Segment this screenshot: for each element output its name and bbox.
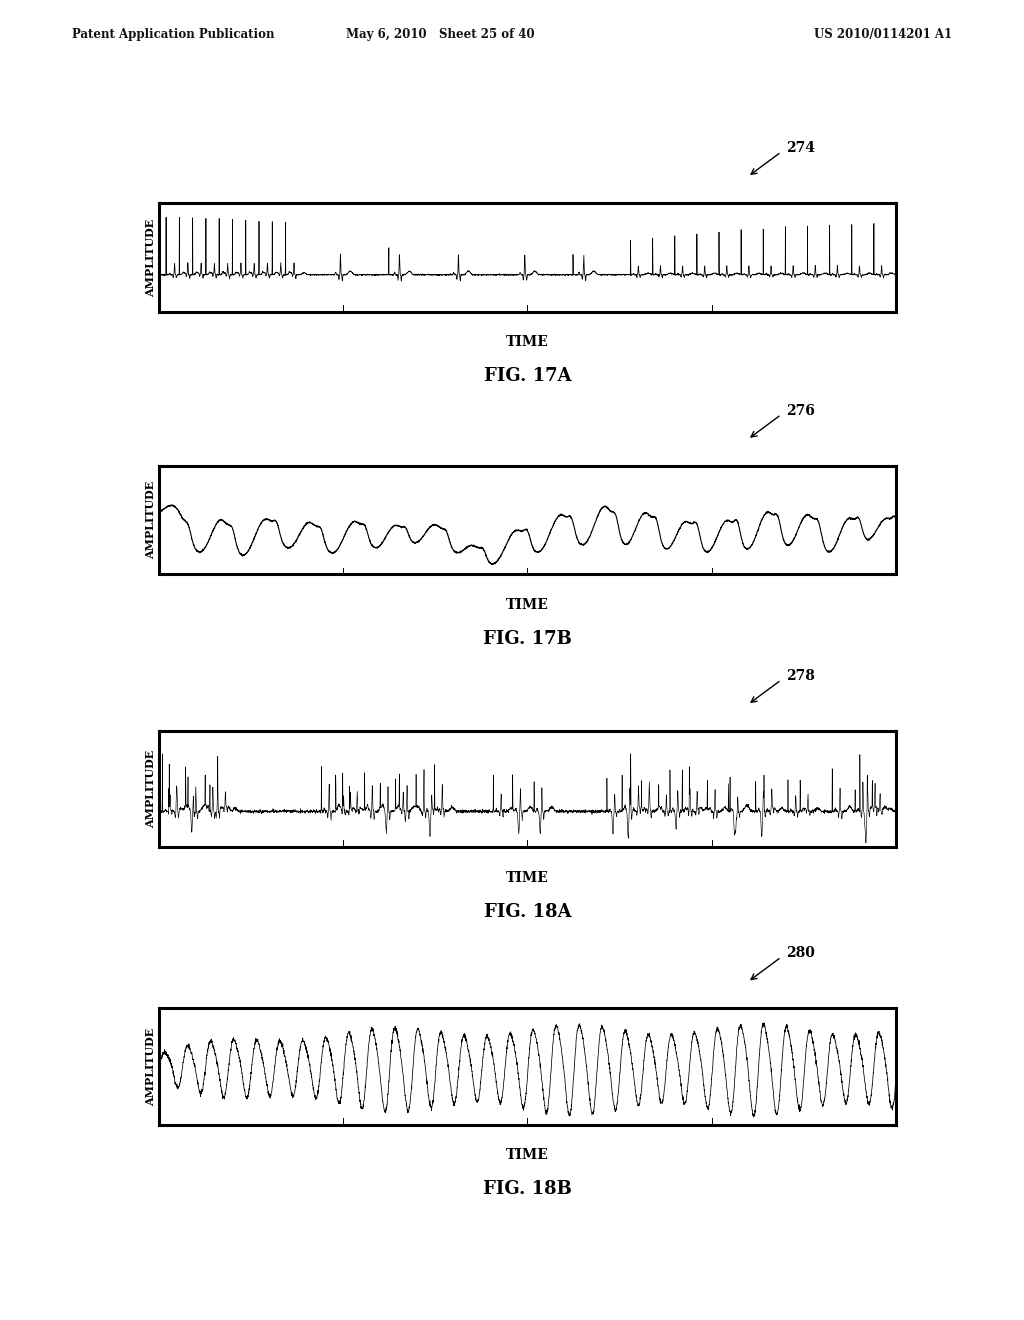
- Text: 276: 276: [786, 404, 815, 417]
- Text: TIME: TIME: [506, 598, 549, 612]
- Text: FIG. 18B: FIG. 18B: [483, 1180, 571, 1199]
- Y-axis label: AMPLITUDE: AMPLITUDE: [145, 1027, 156, 1106]
- Text: US 2010/0114201 A1: US 2010/0114201 A1: [814, 28, 952, 41]
- Text: TIME: TIME: [506, 335, 549, 350]
- Y-axis label: AMPLITUDE: AMPLITUDE: [145, 218, 156, 297]
- Text: TIME: TIME: [506, 871, 549, 886]
- Text: FIG. 17B: FIG. 17B: [483, 630, 571, 648]
- Text: 280: 280: [786, 946, 815, 960]
- Text: 278: 278: [786, 669, 815, 682]
- Text: Patent Application Publication: Patent Application Publication: [72, 28, 274, 41]
- Y-axis label: AMPLITUDE: AMPLITUDE: [145, 480, 156, 560]
- Text: FIG. 17A: FIG. 17A: [483, 367, 571, 385]
- Y-axis label: AMPLITUDE: AMPLITUDE: [145, 750, 156, 829]
- Text: 274: 274: [786, 141, 815, 154]
- Text: May 6, 2010   Sheet 25 of 40: May 6, 2010 Sheet 25 of 40: [346, 28, 535, 41]
- Text: FIG. 18A: FIG. 18A: [483, 903, 571, 921]
- Text: TIME: TIME: [506, 1148, 549, 1163]
